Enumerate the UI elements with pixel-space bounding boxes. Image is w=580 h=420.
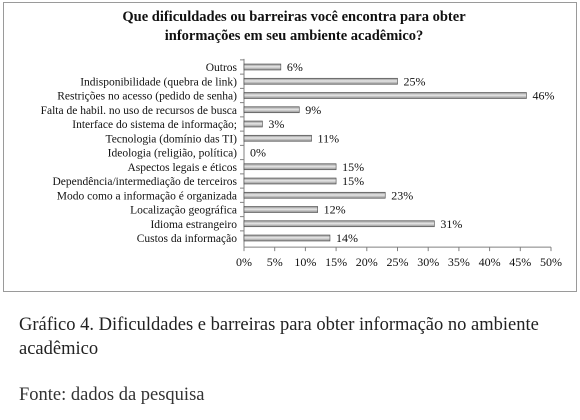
x-tick-label: 5% [267, 255, 283, 269]
value-label: 31% [440, 217, 462, 231]
bar [243, 92, 527, 99]
value-label: 0% [250, 146, 266, 160]
value-label: 15% [342, 160, 364, 174]
value-label: 46% [532, 89, 554, 103]
x-tick-label: 45% [509, 255, 531, 269]
plot-area: Outros 6% Indisponibilidade (quebra de lin… [41, 58, 562, 269]
bar [243, 106, 300, 114]
bar [243, 63, 282, 71]
value-label: 11% [318, 131, 340, 145]
category-label: Custos da informação [137, 233, 238, 245]
value-label: 25% [404, 74, 426, 88]
category-label: Dependência/intermediação de terceiros [52, 176, 237, 188]
category-label: Outros [206, 62, 238, 74]
x-tick-label: 10% [294, 255, 316, 269]
category-label: Tecnologia (domínio das TI) [105, 133, 237, 145]
x-tick-label: 25% [387, 255, 409, 269]
bar [243, 220, 435, 228]
category-label: Idioma estrangeiro [150, 219, 237, 231]
x-tick-label: 30% [417, 255, 439, 269]
caption-label: Gráfico 4. [19, 315, 94, 335]
category-label: Interface do sistema de informação; [72, 119, 237, 131]
value-label: 23% [391, 188, 413, 202]
x-tick-label: 40% [479, 255, 501, 269]
bar [243, 206, 318, 213]
value-label: 12% [324, 203, 346, 217]
value-label: 9% [305, 103, 321, 117]
chart-frame: Que dificuldades ou barreiras você encon… [3, 2, 577, 292]
chart-title-line-2: informações em seu ambiente acadêmico? [165, 28, 424, 44]
value-label: 3% [268, 117, 284, 131]
value-label: 6% [287, 60, 303, 74]
figure-source: Fonte: dados da pesquisa [19, 385, 205, 405]
bar [243, 120, 263, 128]
bar [243, 134, 312, 142]
category-label: Indisponibilidade (quebra de link) [80, 76, 237, 88]
bar [243, 177, 337, 185]
x-tick-label: 20% [356, 255, 378, 269]
x-tick-label: 50% [540, 255, 562, 269]
x-tick-label: 35% [448, 255, 470, 269]
category-label: Restrições no acesso (pedido de senha) [57, 91, 237, 103]
category-label: Ideologia (religião, política) [108, 148, 237, 160]
bar [243, 234, 331, 242]
category-label: Localização geográfica [130, 205, 237, 217]
caption-text: Dificuldades e barreiras para obter info… [19, 315, 539, 359]
bar [243, 77, 398, 85]
value-label: 14% [336, 231, 358, 245]
figure-caption: Gráfico 4. Dificuldades e barreiras para… [19, 313, 574, 361]
bar-chart: Que dificuldades ou barreiras você encon… [41, 9, 562, 269]
value-label: 15% [342, 174, 364, 188]
category-label: Falta de habil. no uso de recursos de bu… [41, 105, 237, 117]
x-tick-label: 15% [325, 255, 347, 269]
bar [243, 191, 386, 199]
category-label: Aspectos legais e éticos [127, 162, 237, 174]
x-tick-label: 0% [236, 255, 252, 269]
chart-title-line-1: Que dificuldades ou barreiras você encon… [122, 9, 466, 25]
category-label: Modo como a informação é organizada [57, 190, 237, 202]
bar [243, 163, 337, 171]
